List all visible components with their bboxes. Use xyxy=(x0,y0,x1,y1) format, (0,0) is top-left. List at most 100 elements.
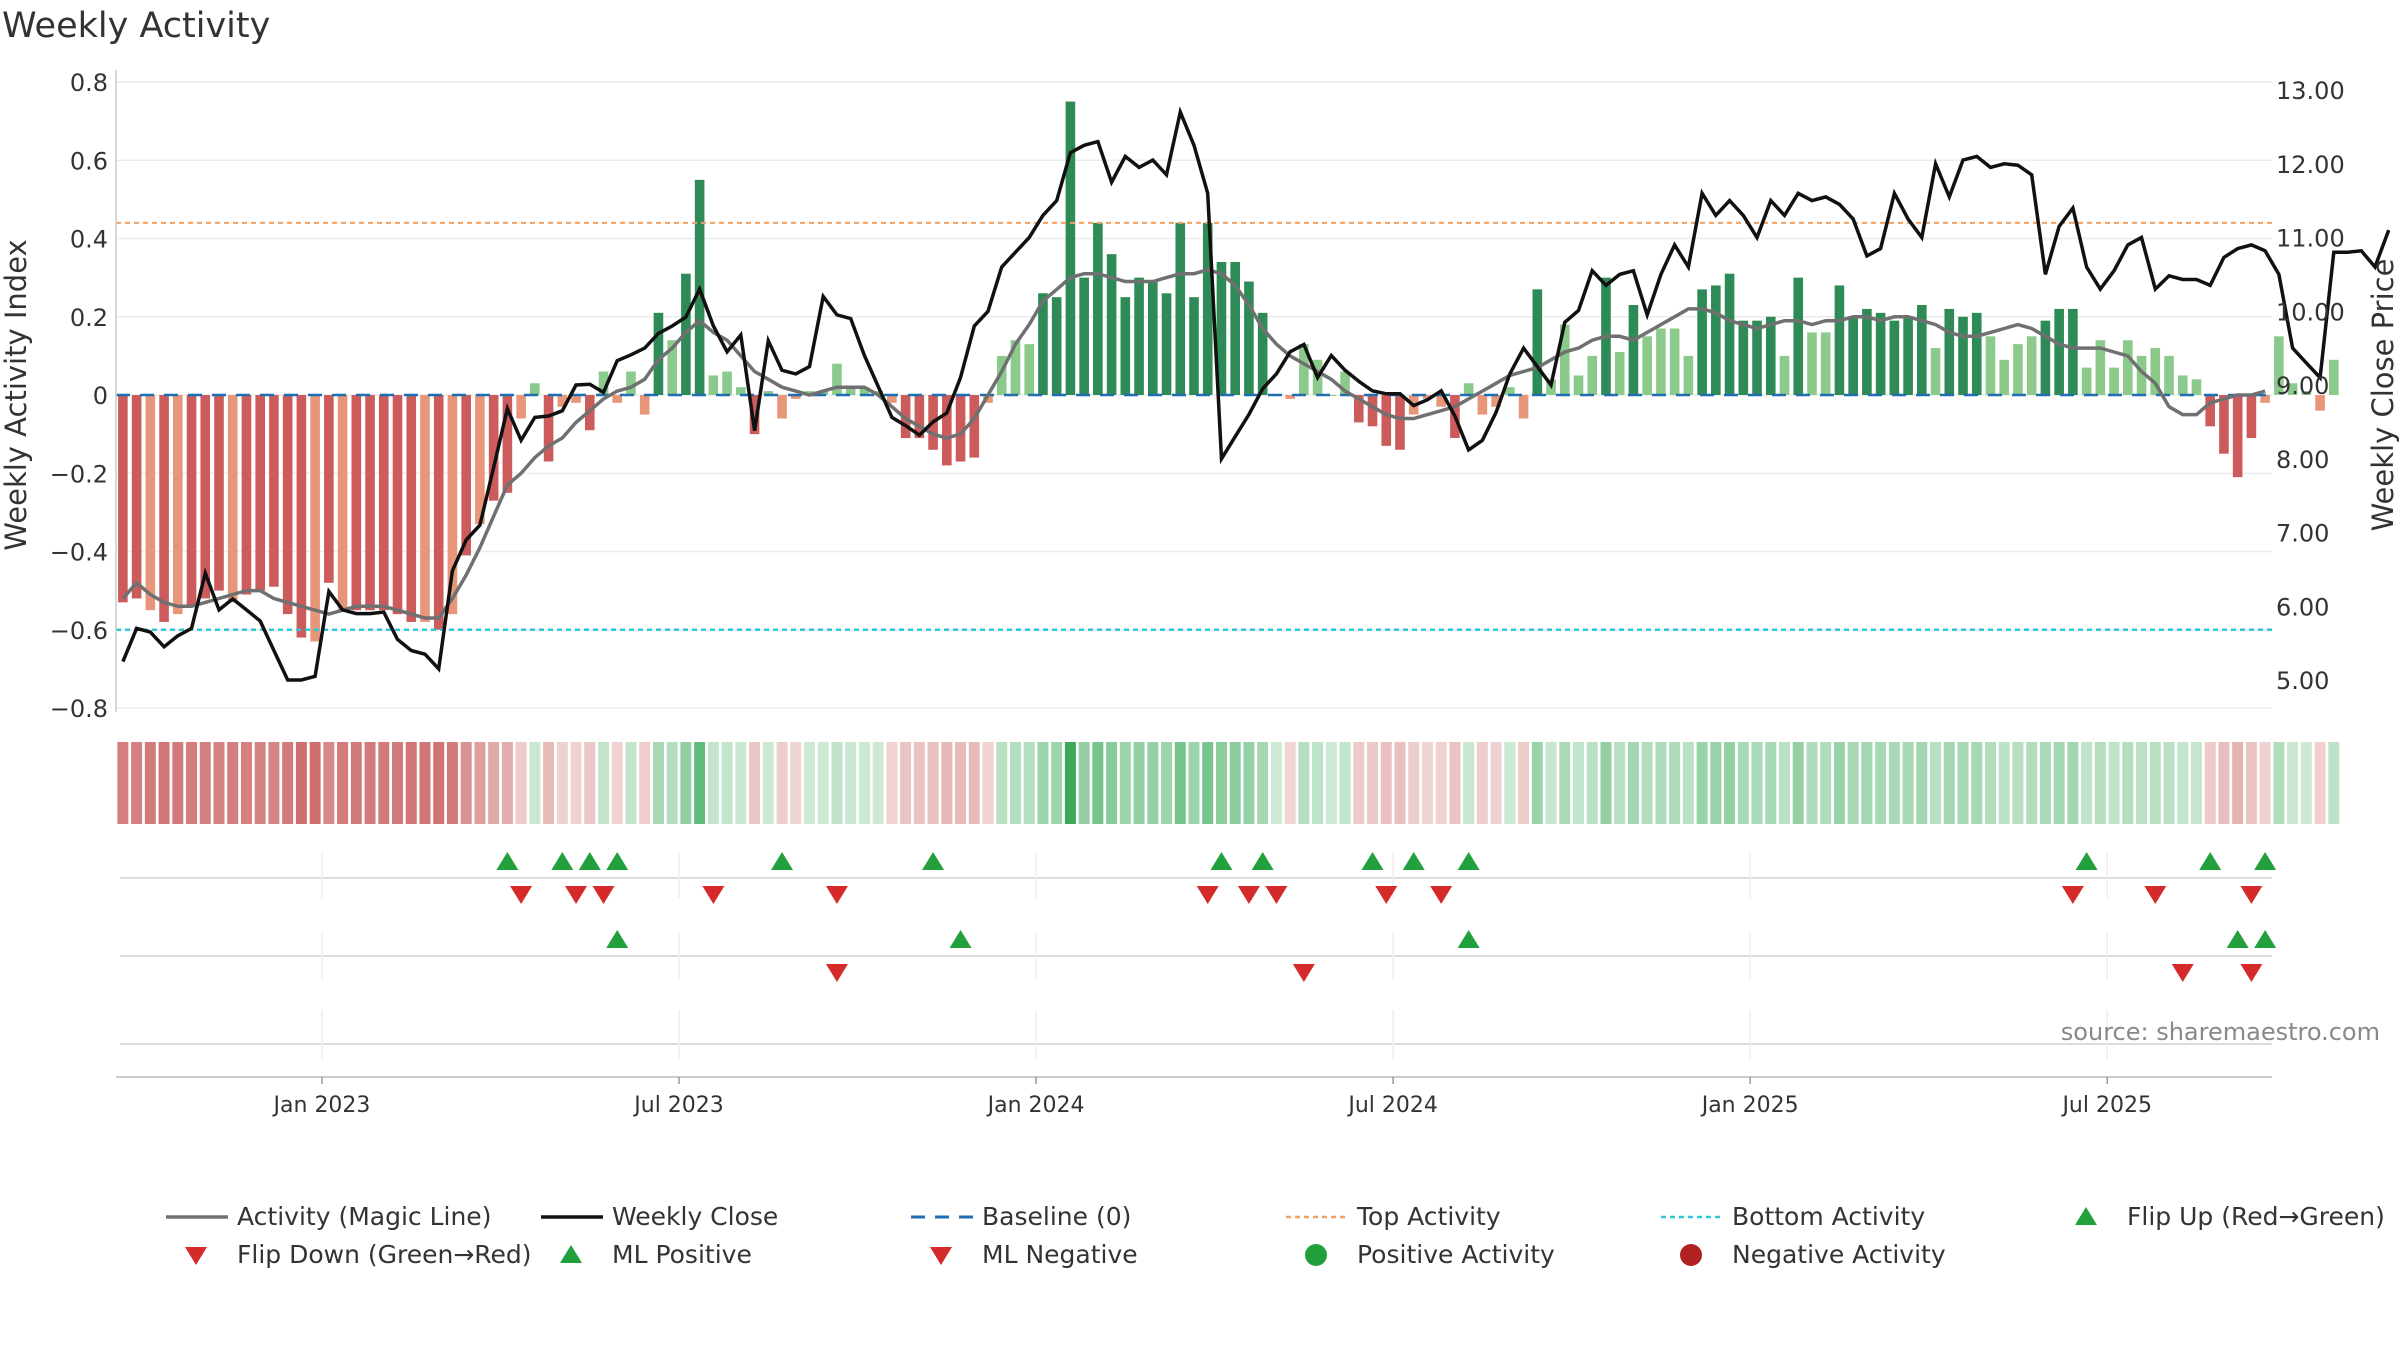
strip-cell xyxy=(2245,742,2257,824)
activity-bar xyxy=(1820,332,1831,395)
strip-cell xyxy=(1518,742,1530,824)
activity-bar xyxy=(255,395,265,591)
left-tick-label: 0 xyxy=(93,382,108,410)
strip-cell xyxy=(639,742,651,824)
activity-bar xyxy=(1917,305,1927,395)
strip-cell xyxy=(1641,742,1653,824)
strip-cell xyxy=(1573,742,1585,824)
activity-bar xyxy=(324,395,334,583)
strip-cell xyxy=(1188,742,1200,824)
activity-bar xyxy=(392,395,403,615)
activity-bar xyxy=(200,395,211,599)
strip-cell xyxy=(1215,742,1227,824)
strip-cell xyxy=(240,742,252,824)
strip-cell xyxy=(1161,742,1173,824)
legend-label: Flip Down (Green→Red) xyxy=(237,1240,532,1269)
activity-bar xyxy=(818,391,829,395)
strip-cell xyxy=(392,742,404,824)
activity-bar xyxy=(1065,101,1076,395)
magic-line xyxy=(121,267,2266,620)
activity-bar xyxy=(2191,379,2202,395)
activity-bar xyxy=(502,395,513,493)
strip-cell xyxy=(419,742,431,824)
activity-bar xyxy=(1834,285,1845,395)
activity-bar xyxy=(2219,395,2229,454)
strip-cell xyxy=(378,742,390,824)
strip-cell xyxy=(2108,742,2120,824)
activity-bar xyxy=(1807,332,1817,395)
ml-negative-marker xyxy=(1292,964,1315,982)
activity-bar xyxy=(1230,261,1241,395)
flip-up-marker xyxy=(496,852,519,870)
strip-cell xyxy=(1779,742,1790,824)
strip-cell xyxy=(1724,742,1736,824)
strip-cell xyxy=(694,742,706,824)
activity-bar xyxy=(736,387,746,395)
legend-swatch xyxy=(1305,1244,1327,1266)
activity-bar xyxy=(365,395,375,611)
activity-bar xyxy=(1436,395,1446,407)
left-tick-label: 0.2 xyxy=(70,304,108,332)
right-tick-label: 6.00 xyxy=(2276,593,2329,621)
activity-bar xyxy=(1614,351,1625,395)
strip-cell xyxy=(1064,742,1076,824)
activity-bar xyxy=(1216,261,1227,395)
activity-bar xyxy=(749,395,760,435)
ml-negative-marker xyxy=(825,964,848,982)
strip-cell xyxy=(2039,742,2051,824)
activity-bar xyxy=(1793,277,1804,395)
ml-positive-marker xyxy=(2254,930,2277,948)
activity-bar xyxy=(1765,316,1776,395)
strip-cell xyxy=(776,742,788,824)
activity-bar xyxy=(1875,312,1886,395)
strip-cell xyxy=(2287,742,2299,824)
signal-markers: Jan 2023 Jul 2023 Jan 2024 Jul 2024 Jan 2025… xyxy=(116,852,2277,1118)
legend-label: Positive Activity xyxy=(1357,1240,1555,1269)
ml-negative-marker xyxy=(2171,964,2194,982)
strip-cell xyxy=(2177,742,2189,824)
strip-cell xyxy=(1710,742,1722,824)
strip-cell xyxy=(1792,742,1804,824)
left-tick-label: −0.8 xyxy=(50,695,108,723)
strip-cell xyxy=(941,742,953,824)
activity-bar xyxy=(598,371,609,395)
legend-item-negact: Negative Activity xyxy=(1680,1240,1946,1269)
flip-up-marker xyxy=(2075,852,2098,870)
strip-cell xyxy=(2067,742,2079,824)
legend-swatch xyxy=(2075,1207,2097,1225)
flip-down-marker xyxy=(1196,886,1219,904)
strip-cell xyxy=(666,742,678,824)
strip-cell xyxy=(1504,742,1516,824)
strip-cell xyxy=(1737,742,1749,824)
legend-label: Flip Up (Red→Green) xyxy=(2127,1202,2385,1231)
strip-cell xyxy=(1861,742,1873,824)
activity-bar xyxy=(1051,297,1062,395)
chart-title: Weekly Activity xyxy=(2,6,271,46)
activity-bar xyxy=(310,395,320,642)
flip-down-marker xyxy=(1237,886,1260,904)
strip-cell xyxy=(968,742,980,824)
activity-bar xyxy=(1024,344,1035,395)
strip-cell xyxy=(1600,742,1612,824)
strip-cell xyxy=(1037,742,1049,824)
legend-swatch xyxy=(185,1247,207,1265)
activity-bar xyxy=(433,395,444,630)
activity-bar xyxy=(1697,289,1707,395)
strip-cell xyxy=(213,742,225,824)
flip-down-marker xyxy=(1375,886,1398,904)
activity-bar xyxy=(790,395,801,399)
strip-cell xyxy=(1243,742,1255,824)
strip-cell xyxy=(1092,742,1104,824)
activity-bar xyxy=(722,371,732,395)
activity-bar xyxy=(227,395,238,603)
strip-cell xyxy=(2328,742,2340,824)
activity-bar xyxy=(2040,320,2051,395)
strip-cell xyxy=(611,742,623,824)
strip-cell xyxy=(2314,742,2326,824)
flip-up-marker xyxy=(1457,852,1480,870)
flip-up-marker xyxy=(2199,852,2222,870)
activity-bar xyxy=(131,395,142,599)
activity-bar xyxy=(1559,324,1570,395)
strip-cell xyxy=(2218,742,2230,824)
